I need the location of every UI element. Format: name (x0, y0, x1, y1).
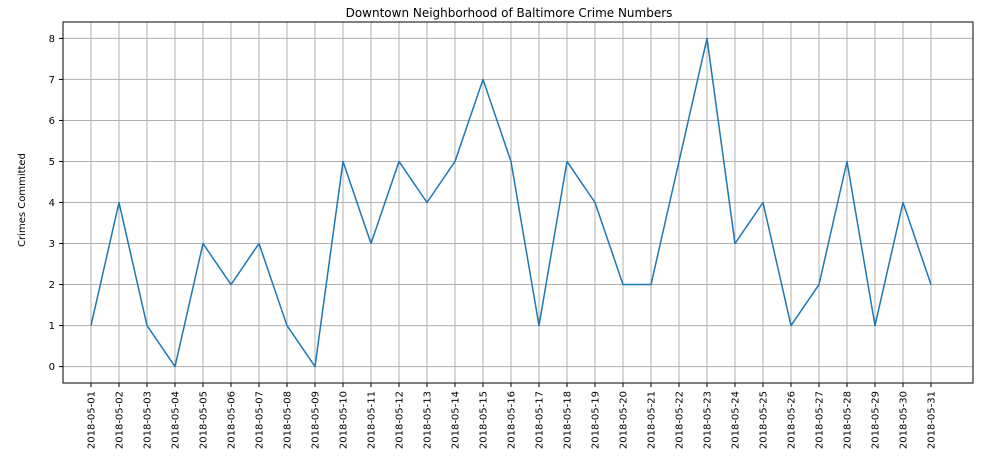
x-tick-label: 2018-05-26 (787, 391, 798, 449)
x-tick-label: 2018-05-09 (311, 391, 322, 449)
x-tick-label: 2018-05-13 (423, 391, 434, 449)
x-tick-label: 2018-05-27 (815, 391, 826, 449)
x-tick-label: 2018-05-19 (591, 391, 602, 449)
x-tick-label: 2018-05-07 (255, 391, 266, 449)
y-tick-label: 2 (49, 280, 55, 291)
x-tick-label: 2018-05-28 (843, 391, 854, 449)
x-tick-label: 2018-05-10 (339, 391, 350, 449)
y-tick-label: 0 (49, 362, 55, 373)
x-tick-label: 2018-05-08 (283, 391, 294, 449)
x-tick-label: 2018-05-17 (535, 391, 546, 449)
x-tick-label: 2018-05-16 (507, 391, 518, 449)
x-tick-label: 2018-05-22 (675, 391, 686, 449)
x-tick-label: 2018-05-29 (871, 391, 882, 449)
y-tick-label: 8 (49, 34, 55, 45)
x-tick-label: 2018-05-05 (199, 391, 210, 449)
y-axis: 0 1 2 3 4 5 6 7 8 (49, 34, 63, 373)
y-axis-label: Crimes Committed (17, 153, 28, 247)
x-tick-label: 2018-05-01 (87, 391, 98, 449)
x-tick-label: 2018-05-14 (451, 391, 462, 449)
x-tick-label: 2018-05-24 (731, 391, 742, 449)
x-tick-label: 2018-05-31 (927, 391, 938, 449)
x-tick-label: 2018-05-18 (563, 391, 574, 449)
x-tick-label: 2018-05-21 (647, 391, 658, 449)
x-tick-label: 2018-05-11 (367, 391, 378, 449)
y-tick-label: 6 (49, 116, 55, 127)
y-tick-label: 7 (49, 75, 55, 86)
x-tick-label: 2018-05-03 (143, 391, 154, 449)
x-tick-label: 2018-05-12 (395, 391, 406, 449)
x-tick-label: 2018-05-15 (479, 391, 490, 449)
y-tick-label: 3 (49, 239, 55, 250)
y-tick-label: 4 (49, 198, 55, 209)
x-tick-label: 2018-05-04 (171, 391, 182, 449)
x-tick-label: 2018-05-06 (227, 391, 238, 449)
x-tick-label: 2018-05-30 (899, 391, 910, 449)
x-tick-label: 2018-05-23 (703, 391, 714, 449)
chart-title: Downtown Neighborhood of Baltimore Crime… (346, 6, 673, 20)
y-tick-label: 5 (49, 157, 55, 168)
y-tick-label: 1 (49, 321, 55, 332)
x-tick-label: 2018-05-25 (759, 391, 770, 449)
x-tick-label: 2018-05-20 (619, 391, 630, 449)
x-tick-label: 2018-05-02 (115, 391, 126, 449)
x-axis: 2018-05-01 2018-05-02 2018-05-03 2018-05-04… (87, 383, 938, 449)
